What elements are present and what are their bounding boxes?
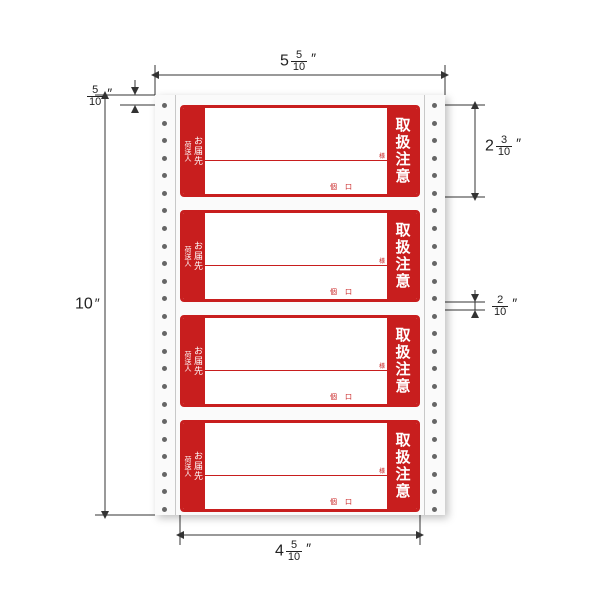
perf-hole (432, 121, 437, 126)
label-left-strip: お届先荷送人 (183, 423, 205, 509)
perf-hole (162, 261, 167, 266)
dim-sheet-height: 10″ (75, 295, 100, 313)
label-divider (205, 475, 387, 476)
shipping-label: お届先荷送人様個口取扱注意 (180, 315, 420, 407)
perf-hole (162, 296, 167, 301)
perf-hole (162, 279, 167, 284)
perf-hole (162, 331, 167, 336)
perf-hole (162, 384, 167, 389)
perf-hole (432, 191, 437, 196)
shipping-label: お届先荷送人様個口取扱注意 (180, 105, 420, 197)
shipping-label: お届先荷送人様個口取扱注意 (180, 210, 420, 302)
recipient-label: お届先 (192, 346, 205, 376)
perf-hole (432, 349, 437, 354)
handling-caution: 取扱注意 (387, 108, 417, 194)
handling-caution: 取扱注意 (387, 213, 417, 299)
perforation-right (424, 95, 445, 515)
label-left-strip: お届先荷送人 (183, 318, 205, 404)
perf-hole (432, 454, 437, 459)
perf-hole (162, 173, 167, 178)
sender-label: 荷送人 (182, 141, 192, 162)
count-text-1: 個 (330, 182, 337, 192)
sender-label: 荷送人 (182, 246, 192, 267)
perf-hole (162, 191, 167, 196)
perf-hole (162, 156, 167, 161)
label-body: 様個口 (205, 108, 387, 194)
label-divider (205, 160, 387, 161)
perf-hole (162, 349, 167, 354)
label-sheet: お届先荷送人様個口取扱注意お届先荷送人様個口取扱注意お届先荷送人様個口取扱注意お… (155, 95, 445, 515)
perf-hole (162, 366, 167, 371)
perf-hole (162, 402, 167, 407)
perf-hole (432, 331, 437, 336)
honorific-text: 様 (379, 466, 385, 475)
count-text-2: 口 (345, 287, 352, 297)
perf-hole (432, 156, 437, 161)
handling-caution: 取扱注意 (387, 423, 417, 509)
perf-hole (432, 402, 437, 407)
perf-hole (162, 121, 167, 126)
perf-hole (432, 489, 437, 494)
perf-hole (432, 103, 437, 108)
perf-hole (162, 138, 167, 143)
perf-hole (162, 314, 167, 319)
perf-hole (162, 507, 167, 512)
perf-hole (432, 507, 437, 512)
honorific-text: 様 (379, 256, 385, 265)
perforation-left (155, 95, 176, 515)
diagram-stage: 5510″ 510″ 10″ 2310″ 210″ 4510″ お届先荷送人様個… (0, 0, 600, 600)
perf-hole (432, 314, 437, 319)
count-text-1: 個 (330, 497, 337, 507)
honorific-text: 様 (379, 361, 385, 370)
label-left-strip: お届先荷送人 (183, 108, 205, 194)
recipient-label: お届先 (192, 136, 205, 166)
perf-hole (432, 366, 437, 371)
count-text-2: 口 (345, 182, 352, 192)
shipping-label: お届先荷送人様個口取扱注意 (180, 420, 420, 512)
perf-hole (432, 173, 437, 178)
perf-hole (432, 226, 437, 231)
perf-hole (162, 208, 167, 213)
label-divider (205, 265, 387, 266)
dim-margin-top: 510″ (85, 85, 112, 108)
perf-hole (162, 489, 167, 494)
perf-hole (432, 138, 437, 143)
dim-sheet-width: 5510″ (280, 50, 316, 73)
recipient-label: お届先 (192, 241, 205, 271)
count-text-2: 口 (345, 392, 352, 402)
perf-hole (432, 472, 437, 477)
perf-hole (162, 454, 167, 459)
handling-caution: 取扱注意 (387, 318, 417, 404)
perf-hole (162, 226, 167, 231)
label-left-strip: お届先荷送人 (183, 213, 205, 299)
dim-label-height: 2310″ (485, 135, 521, 158)
count-text-1: 個 (330, 287, 337, 297)
perf-hole (432, 261, 437, 266)
label-body: 様個口 (205, 213, 387, 299)
sender-label: 荷送人 (182, 351, 192, 372)
perf-hole (162, 472, 167, 477)
perf-hole (162, 419, 167, 424)
perf-hole (432, 384, 437, 389)
perf-hole (162, 437, 167, 442)
perf-hole (432, 437, 437, 442)
count-text-2: 口 (345, 497, 352, 507)
perf-hole (432, 419, 437, 424)
label-body: 様個口 (205, 423, 387, 509)
perf-hole (162, 244, 167, 249)
perf-hole (432, 296, 437, 301)
perf-hole (162, 103, 167, 108)
perf-hole (432, 208, 437, 213)
label-divider (205, 370, 387, 371)
honorific-text: 様 (379, 151, 385, 160)
recipient-label: お届先 (192, 451, 205, 481)
count-text-1: 個 (330, 392, 337, 402)
sender-label: 荷送人 (182, 456, 192, 477)
perf-hole (432, 279, 437, 284)
label-body: 様個口 (205, 318, 387, 404)
dim-label-width: 4510″ (275, 540, 311, 563)
dim-label-gap: 210″ (490, 295, 517, 318)
perf-hole (432, 244, 437, 249)
